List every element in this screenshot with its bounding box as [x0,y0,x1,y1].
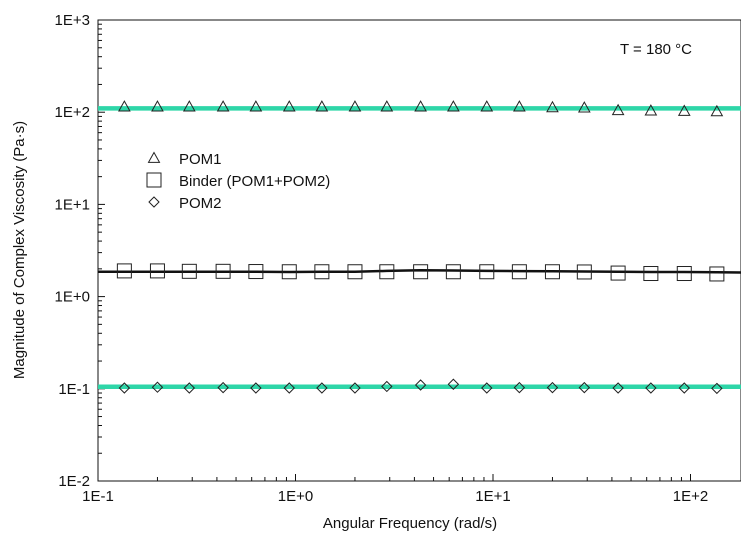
data-point-diamond [447,378,460,390]
legend-marker-triangle [147,151,161,163]
data-point-triangle [282,100,296,112]
data-point-diamond [381,380,393,393]
x-axis-title: Angular Frequency (rad/s) [323,515,497,532]
data-point-square [676,266,692,282]
data-point-triangle [513,100,526,112]
data-point-square [314,264,330,280]
data-point-triangle [710,104,724,117]
data-points [116,100,725,395]
x-tick-label: 1E+2 [673,488,708,505]
y-tick-label: 1E-1 [58,381,90,398]
data-point-diamond [183,382,196,394]
data-point-diamond [612,382,624,394]
data-point-diamond [645,382,657,394]
legend: POM1 Binder (POM1+POM2) POM2 [146,151,330,212]
data-point-triangle [249,100,263,112]
data-point-square [379,264,395,280]
x-tick-label: 1E+1 [475,488,510,505]
data-point-square [610,265,626,281]
data-point-triangle [611,103,625,116]
y-axis-title: Magnitude of Complex Viscosity (Pa·s) [11,121,28,379]
data-point-square [248,264,264,280]
data-point-square [643,266,659,282]
legend-marker-diamond [148,196,160,208]
data-point-square [116,263,132,279]
data-point-diamond [578,381,591,394]
data-point-diamond [283,382,295,394]
data-point-diamond [481,382,493,394]
data-point-diamond [546,381,559,394]
data-point-triangle [480,100,494,112]
data-point-diamond [414,379,427,391]
data-point-triangle [677,104,691,116]
data-point-square [181,263,197,279]
data-point-diamond [678,382,690,394]
y-tick-label: 1E+1 [55,196,90,213]
data-point-square [149,263,165,279]
data-point-diamond [151,381,164,393]
data-point-triangle [380,100,394,112]
data-point-triangle [577,101,591,113]
data-point-diamond [711,382,723,395]
data-point-square [347,264,363,280]
data-point-diamond [349,382,361,394]
fit-line [98,269,741,274]
legend-label: POM2 [179,195,222,212]
data-point-diamond [513,381,526,394]
data-point-triangle [447,100,460,112]
data-point-triangle [644,104,658,116]
legend-label: POM1 [179,151,222,168]
data-point-triangle [414,100,427,112]
legend-label: Binder (POM1+POM2) [179,173,330,190]
data-point-diamond [118,382,131,394]
x-tick-label: 1E-1 [82,488,114,505]
data-point-triangle [118,100,131,112]
data-point-diamond [217,381,229,394]
legend-marker-square [146,172,162,188]
data-point-triangle [315,100,329,112]
data-point-triangle [546,100,559,113]
data-point-triangle [216,100,230,112]
axis-ticks: 1E-21E-11E+01E+11E+21E+31E-1 1E+0 1E+1 1E+2 [55,12,709,505]
temperature-annotation: T = 180 °C [620,41,692,58]
y-tick-label: 1E+2 [55,104,90,121]
data-point-triangle [348,100,362,112]
data-point-triangle [151,100,164,112]
data-point-square [544,264,560,280]
data-point-square [413,264,429,280]
plot-frame [97,19,741,482]
data-point-square [479,264,495,280]
y-tick-label: 1E+3 [55,12,90,29]
data-point-square [576,264,592,280]
y-tick-label: 1E+0 [55,289,90,306]
data-point-square [445,264,461,280]
data-point-square [511,264,527,280]
data-point-triangle [182,100,196,112]
y-tick-label: 1E-2 [58,473,90,490]
data-point-diamond [250,382,262,394]
data-point-square [215,263,231,279]
data-point-square [281,264,297,280]
x-tick-label: 1E+0 [278,488,313,505]
data-point-square [709,266,725,282]
data-point-diamond [316,382,328,394]
